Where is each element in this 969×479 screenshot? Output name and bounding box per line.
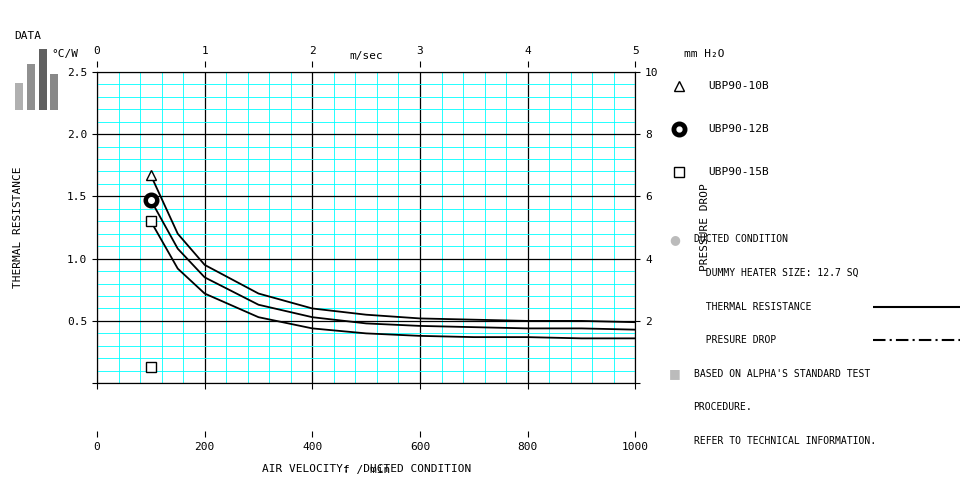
Text: AIR VELOCITY:  DUCTED CONDITION: AIR VELOCITY: DUCTED CONDITION — [262, 464, 470, 474]
Y-axis label: THERMAL RESISTANCE: THERMAL RESISTANCE — [13, 167, 22, 288]
X-axis label: f / min: f / min — [342, 466, 390, 475]
Y-axis label: PRESSURE DROP: PRESSURE DROP — [700, 183, 709, 272]
Text: PRESURE DROP: PRESURE DROP — [693, 335, 775, 345]
Text: UBP90-10B: UBP90-10B — [707, 81, 768, 91]
Text: DUCTED CONDITION: DUCTED CONDITION — [693, 235, 787, 244]
Bar — [39, 49, 47, 110]
Text: DUMMY HEATER SIZE: 12.7 SQ: DUMMY HEATER SIZE: 12.7 SQ — [693, 268, 858, 278]
Bar — [50, 74, 58, 110]
Text: UBP90-15B: UBP90-15B — [707, 168, 768, 177]
Text: ■: ■ — [669, 367, 680, 380]
Text: ●: ● — [669, 233, 679, 246]
Text: THERMAL RESISTANCE: THERMAL RESISTANCE — [693, 302, 810, 311]
Text: m/sec: m/sec — [349, 51, 383, 61]
Text: mm H₂O: mm H₂O — [683, 49, 724, 59]
Text: DATA: DATA — [15, 31, 42, 41]
Bar — [16, 83, 23, 110]
Text: °C/W: °C/W — [51, 49, 78, 59]
Text: REFER TO TECHNICAL INFORMATION.: REFER TO TECHNICAL INFORMATION. — [693, 436, 875, 445]
Text: PROCEDURE.: PROCEDURE. — [693, 402, 752, 412]
Text: BASED ON ALPHA'S STANDARD TEST: BASED ON ALPHA'S STANDARD TEST — [693, 369, 869, 378]
Text: UBP90-12B: UBP90-12B — [707, 125, 768, 134]
Bar — [27, 65, 35, 110]
